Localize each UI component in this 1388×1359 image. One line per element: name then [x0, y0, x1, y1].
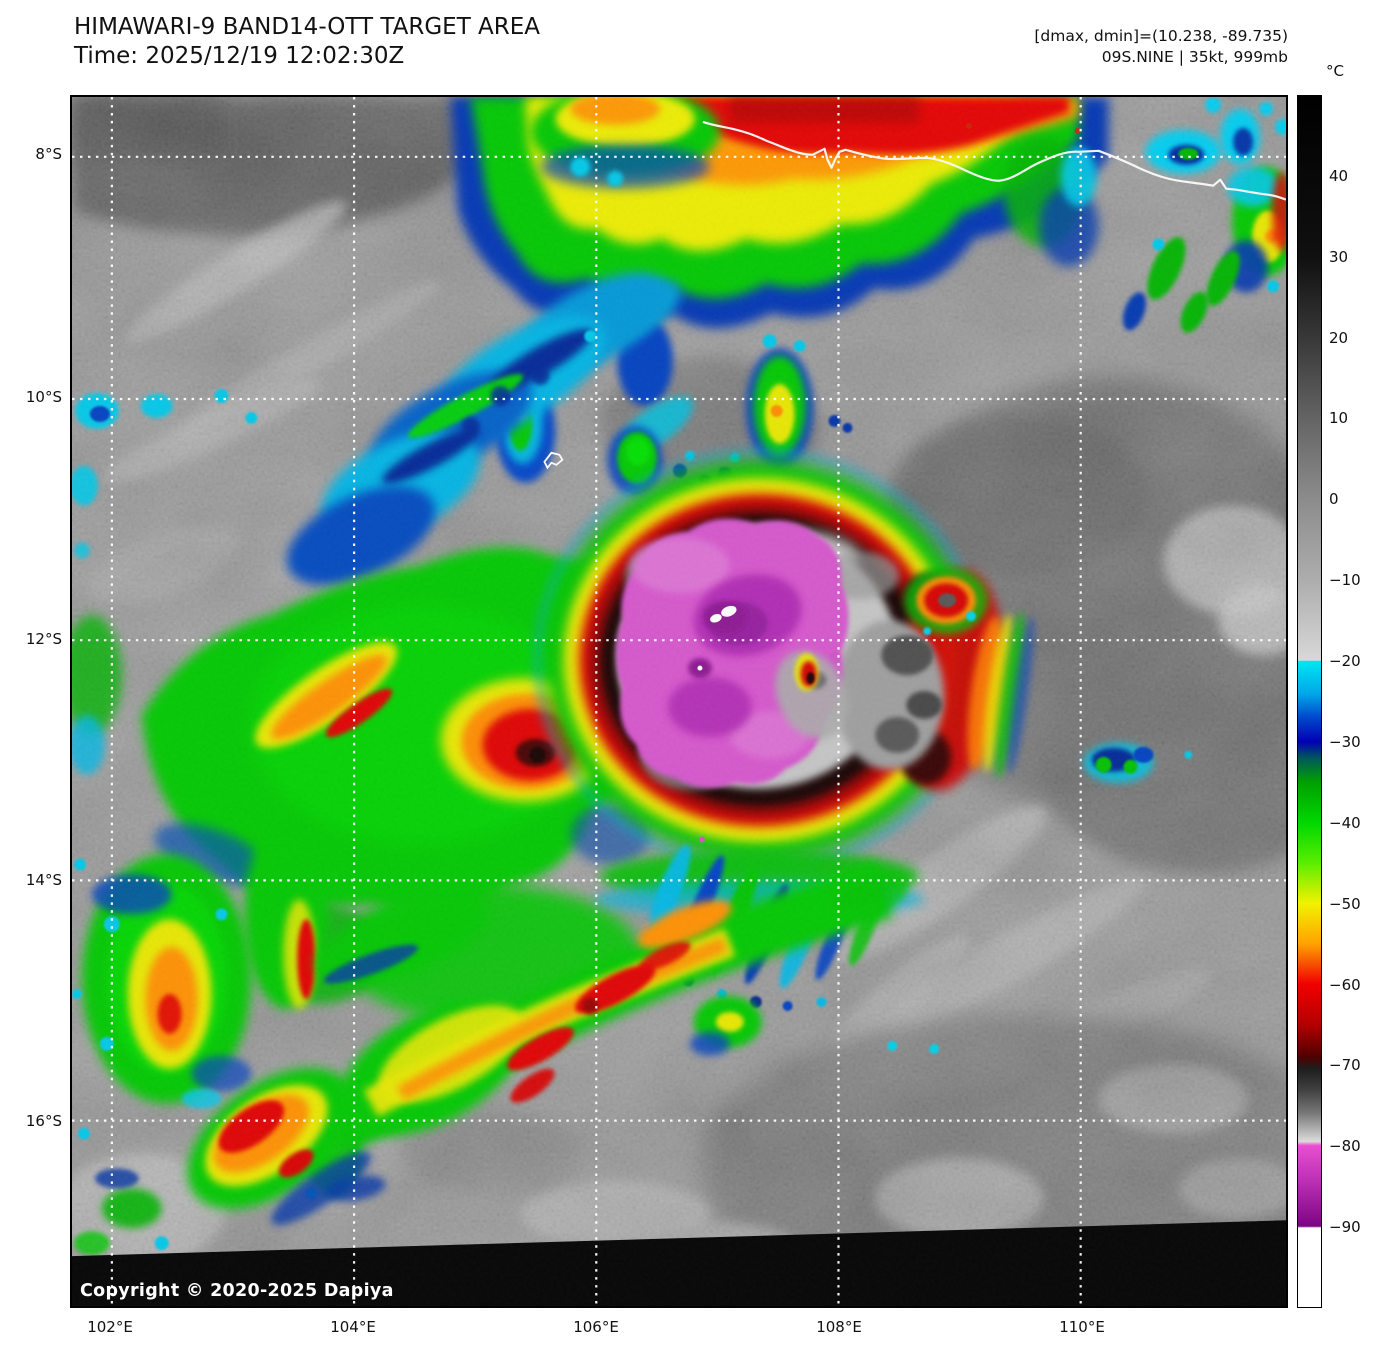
colorbar-tick-label: 30: [1329, 247, 1349, 266]
timestamp-label: Time: 2025/12/19 12:02:30Z: [74, 43, 405, 69]
colorbar-tick-label: −60: [1329, 975, 1361, 994]
colorbar-tick-label: 20: [1329, 328, 1349, 347]
storm-info-label: 09S.NINE | 35kt, 999mb: [1101, 48, 1288, 66]
colorbar-tick-label: 40: [1329, 166, 1349, 185]
satellite-imagery: [72, 97, 1286, 1306]
lon-tick-label: 108°E: [816, 1318, 862, 1336]
lon-tick-label: 102°E: [87, 1318, 133, 1336]
copyright-label: Copyright © 2020-2025 Dapiya: [80, 1281, 394, 1301]
colorbar-tick-label: −20: [1329, 652, 1361, 671]
colorbar-tick-label: −30: [1329, 732, 1361, 751]
colorbar-tick-label: −10: [1329, 571, 1361, 590]
colorbar-tick-label: −40: [1329, 813, 1361, 832]
colorbar-tick-label: −50: [1329, 894, 1361, 913]
lat-tick-label: 16°S: [25, 1112, 62, 1130]
page-title: HIMAWARI-9 BAND14-OTT TARGET AREA: [74, 14, 541, 40]
lat-tick-label: 8°S: [35, 145, 62, 163]
lat-tick-label: 14°S: [25, 871, 62, 889]
satellite-map: Copyright © 2020-2025 Dapiya: [70, 95, 1288, 1308]
lat-tick-label: 12°S: [25, 630, 62, 648]
lon-tick-label: 110°E: [1059, 1318, 1105, 1336]
colorbar: [1297, 95, 1322, 1308]
lon-tick-label: 104°E: [330, 1318, 376, 1336]
colorbar-tick-label: 10: [1329, 409, 1349, 428]
lon-tick-label: 106°E: [573, 1318, 619, 1336]
colorbar-tick-label: −70: [1329, 1056, 1361, 1075]
colorbar-tick-label: 0: [1329, 490, 1339, 509]
dmax-dmin-label: [dmax, dmin]=(10.238, -89.735): [1034, 27, 1288, 45]
colorbar-tick-label: −90: [1329, 1218, 1361, 1237]
colorbar-tick-label: −80: [1329, 1137, 1361, 1156]
lat-tick-label: 10°S: [25, 388, 62, 406]
colorbar-unit-label: °C: [1326, 62, 1344, 80]
